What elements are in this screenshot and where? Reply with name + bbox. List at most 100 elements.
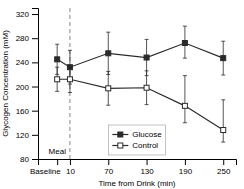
legend-marker <box>118 143 123 148</box>
x-axis-title: Time from Drink (min) <box>98 179 175 188</box>
chart: Baseline 10 70 130 190 250 80 120 160 200 240 280 32… <box>0 0 244 189</box>
error-bar <box>221 41 225 75</box>
error-bar-cap-high <box>106 71 110 72</box>
error-bar-cap-high <box>183 75 187 76</box>
marker <box>106 51 111 56</box>
error-bar-cap-high <box>68 65 72 66</box>
marker <box>144 55 149 60</box>
marker <box>144 85 149 90</box>
y-tick: 320 <box>16 10 38 19</box>
error-bar-cap-high <box>55 67 59 68</box>
y-tick-label: 160 <box>16 107 30 116</box>
legend-label: Control <box>132 141 158 150</box>
x-tick-mark <box>108 159 109 165</box>
y-tick-mark <box>32 14 38 15</box>
legend: Glucose Control <box>108 125 165 155</box>
y-axis: 80 120 160 200 240 280 320 <box>16 9 39 165</box>
x-tick: 10 <box>66 159 75 176</box>
annotation-text: Meal <box>49 147 67 156</box>
y-tick-label: 240 <box>16 58 30 67</box>
y-tick-label: 120 <box>16 131 30 140</box>
marks <box>55 8 226 159</box>
annotation-line <box>69 8 70 159</box>
marker <box>221 128 226 133</box>
error-bar-cap-low <box>106 105 110 106</box>
error-bar-cap-high <box>145 39 149 40</box>
y-tick-mark <box>32 159 38 160</box>
y-tick-label: 320 <box>16 10 30 19</box>
x-tick-label: 10 <box>66 167 75 176</box>
x-tick: 130 <box>140 159 154 176</box>
legend-box <box>108 125 165 155</box>
error-bar-cap-low <box>221 142 225 143</box>
error-bar-cap-low <box>55 91 59 92</box>
y-tick-label: 200 <box>16 83 30 92</box>
x-axis: Baseline 10 70 130 190 250 <box>30 159 237 176</box>
x-tick: Baseline <box>30 159 61 176</box>
y-tick-mark <box>32 87 38 88</box>
error-bar <box>55 67 59 91</box>
x-tick-label: Baseline <box>30 167 61 176</box>
error-bar-cap-low <box>221 75 225 76</box>
legend-item: Control <box>112 141 158 150</box>
y-tick: 280 <box>16 34 38 43</box>
marker <box>55 77 60 82</box>
marker <box>67 77 72 82</box>
y-axis-line <box>32 9 39 160</box>
error-bar <box>183 76 187 123</box>
error-bar-cap-low <box>68 92 72 93</box>
x-tick: 250 <box>217 159 231 176</box>
marker <box>182 41 187 46</box>
error-bar-cap-high <box>221 99 225 100</box>
error-bar-cap-high <box>183 26 187 27</box>
y-tick-mark <box>32 111 38 112</box>
x-tick: 190 <box>179 159 193 176</box>
y-tick-mark <box>32 38 38 39</box>
x-tick-label: 190 <box>179 167 193 176</box>
x-tick-mark <box>223 159 224 165</box>
error-bar <box>106 32 110 74</box>
marker <box>106 86 111 91</box>
error-bar-cap-high <box>221 41 225 42</box>
x-tick-label: 70 <box>104 167 113 176</box>
error-bar <box>68 66 72 93</box>
marker <box>221 56 226 61</box>
y-tick: 160 <box>16 107 38 116</box>
error-bar-stem <box>184 76 185 123</box>
error-bar-cap-low <box>183 58 187 59</box>
x-tick-mark <box>185 159 186 165</box>
legend-marker <box>118 132 123 137</box>
y-tick: 200 <box>16 83 38 92</box>
error-bar <box>145 71 149 105</box>
error-bar <box>106 71 110 105</box>
marker <box>55 57 60 62</box>
y-tick-mark <box>32 135 38 136</box>
error-bar-stem <box>223 100 224 142</box>
legend-label: Glucose <box>132 130 162 139</box>
legend-item: Glucose <box>112 130 162 139</box>
error-bar-cap-high <box>55 44 59 45</box>
error-bar-cap-high <box>145 70 149 71</box>
y-tick-mark <box>32 62 38 63</box>
error-bar <box>183 26 187 58</box>
error-bar-cap-high <box>106 32 110 33</box>
y-tick: 80 <box>20 155 38 164</box>
x-tick-mark <box>70 159 71 165</box>
x-tick-label: 250 <box>217 167 231 176</box>
x-tick-mark <box>57 159 58 165</box>
series-line <box>57 79 223 130</box>
plot: Baseline 10 70 130 190 250 80 120 160 200 240 280 32… <box>1 8 237 188</box>
y-tick-label: 80 <box>20 155 29 164</box>
error-bar-cap-high <box>68 50 72 51</box>
series-0 <box>55 26 226 84</box>
x-axis-line <box>39 160 237 166</box>
y-tick-label: 280 <box>16 34 30 43</box>
error-bar-cap-low <box>183 122 187 123</box>
x-tick-label: 130 <box>140 167 154 176</box>
error-bar-cap-low <box>145 104 149 105</box>
y-axis-title: Glycogen Concentration (mM) <box>1 30 10 137</box>
x-tick-mark <box>147 159 148 165</box>
y-tick: 240 <box>16 58 38 67</box>
series-1 <box>55 66 226 142</box>
error-bar <box>145 39 149 75</box>
